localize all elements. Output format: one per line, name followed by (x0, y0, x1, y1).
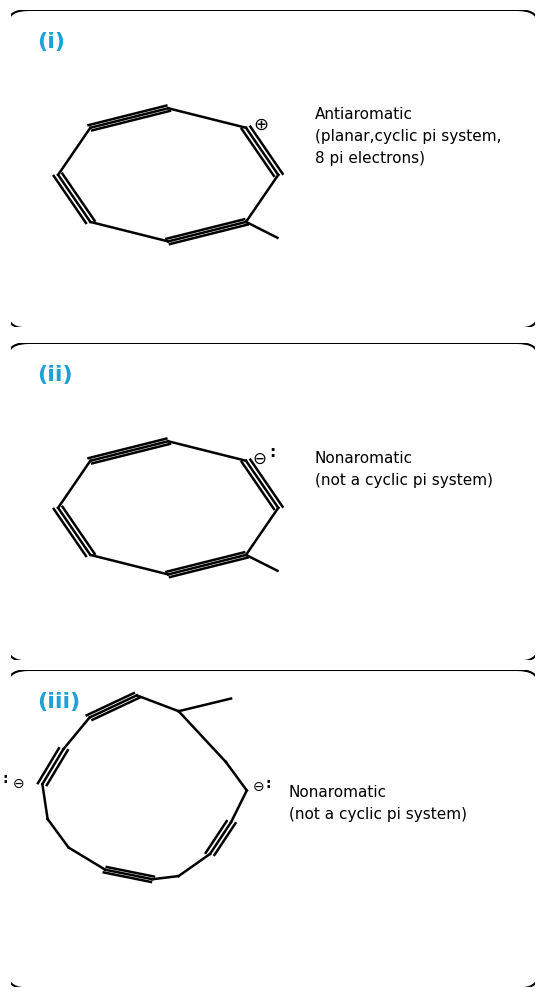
Text: :: : (270, 446, 276, 461)
Text: ⊖: ⊖ (252, 451, 266, 469)
FancyBboxPatch shape (8, 343, 538, 662)
Text: (i): (i) (37, 32, 65, 52)
Text: :: : (265, 777, 271, 792)
Text: (iii): (iii) (37, 692, 80, 712)
Text: ⊖: ⊖ (13, 777, 24, 792)
Text: ⊖: ⊖ (253, 781, 265, 795)
Text: :: : (3, 773, 8, 787)
FancyBboxPatch shape (8, 10, 538, 329)
Text: ⊕: ⊕ (254, 116, 269, 134)
Text: (ii): (ii) (37, 365, 73, 385)
Text: Antiaromatic
(planar,cyclic pi system,
8 pi electrons): Antiaromatic (planar,cyclic pi system, 8… (315, 107, 501, 166)
FancyBboxPatch shape (8, 670, 538, 989)
Text: Nonaromatic
(not a cyclic pi system): Nonaromatic (not a cyclic pi system) (289, 785, 467, 822)
Text: Nonaromatic
(not a cyclic pi system): Nonaromatic (not a cyclic pi system) (315, 452, 493, 489)
